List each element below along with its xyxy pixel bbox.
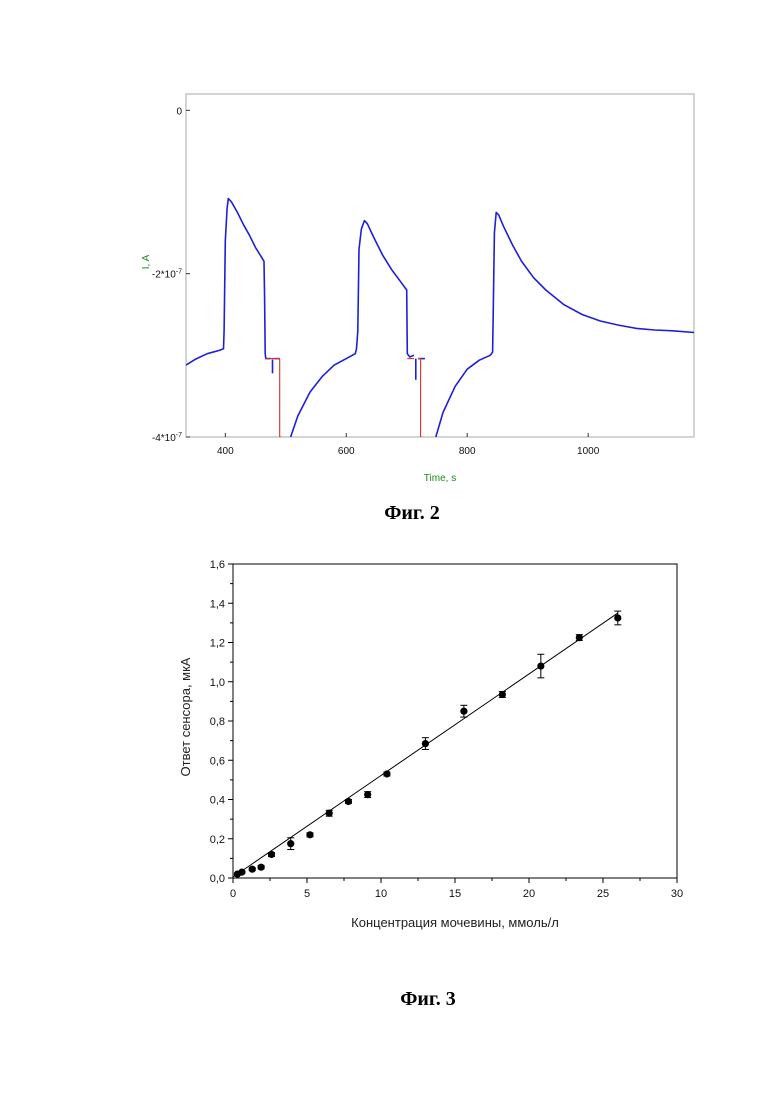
- chart2-x-axis-label: Концентрация мочевины, ммоль/л: [351, 915, 559, 930]
- chart2-y-ticks: 0,0 0,2 0,4 0,6 0,8 1,0 1,2 1,4 1,6: [210, 559, 233, 885]
- chart2-x-tick-label: 30: [671, 888, 683, 900]
- chart2-x-tick-label: 0: [230, 888, 236, 900]
- chart2-x-tick-label: 25: [597, 888, 609, 900]
- chart2-y-tick-label: 0,4: [210, 795, 225, 807]
- chart2-data-point: [364, 791, 371, 798]
- figure-2-caption: Фиг. 2: [384, 502, 440, 524]
- chart2-data-point: [326, 810, 333, 817]
- chart2-points-group: [234, 611, 622, 878]
- chart1-y-tick-label: -4*10-7: [152, 432, 182, 444]
- chart2-y-tick-label: 0,0: [210, 873, 225, 885]
- chart2-data-point: [306, 831, 313, 838]
- chart1-series-1-segment-0: [266, 359, 282, 437]
- chart2-x-tick-label: 20: [523, 888, 535, 900]
- chart2-data-point: [345, 798, 352, 805]
- chart2-data-point: [383, 770, 390, 777]
- chart1-plot-area: [186, 94, 694, 437]
- chart2-y-axis-label: Ответ сенсора, мкА: [178, 657, 193, 776]
- chart1-x-axis-label: Time, s: [424, 473, 456, 484]
- chart2-data-point: [460, 708, 467, 715]
- chart1-series-0-segment-6: [436, 212, 694, 437]
- chart2-data-point: [576, 634, 583, 641]
- chart1-series-1-segment-2: [418, 359, 422, 437]
- chart2-x-tick-label: 5: [304, 888, 310, 900]
- chart1-y-ticks: 0 -2*10-7 -4*10-7: [152, 106, 190, 444]
- chart2-y-tick-label: 0,6: [210, 755, 225, 767]
- chart2-x-ticks: 0 5 10 15 20 25 30: [230, 878, 683, 900]
- chart2-data-point: [249, 866, 256, 873]
- chart1-y-axis-label: I, A: [141, 254, 152, 269]
- figure-3-caption: Фиг. 3: [400, 988, 456, 1010]
- chart2-data-point: [258, 864, 265, 871]
- chart1-x-tick-label: 600: [338, 446, 355, 457]
- figure-3-chart: 0 5 10 15 20 25 30 0,0 0,2 0,4 0,6 0,8 1,0 1,2 1,4 1,6…: [178, 559, 683, 930]
- chart2-y-tick-label: 0,2: [210, 834, 225, 846]
- chart2-x-tick-label: 10: [375, 888, 387, 900]
- chart1-series-group: [186, 199, 694, 438]
- chart2-data-point: [537, 662, 544, 669]
- chart2-data-point: [422, 740, 429, 747]
- chart2-y-tick-label: 0,8: [210, 716, 225, 728]
- chart2-data-point: [268, 851, 275, 858]
- chart2-data-point: [499, 691, 506, 698]
- chart2-x-tick-label: 15: [449, 888, 461, 900]
- chart1-series-0-segment-3: [291, 221, 414, 437]
- chart1-x-tick-label: 800: [459, 446, 476, 457]
- chart2-y-tick-label: 1,4: [210, 598, 225, 610]
- chart2-data-point: [287, 840, 294, 847]
- chart1-y-tick-label: -2*10-7: [152, 269, 182, 281]
- chart1-x-tick-label: 400: [217, 446, 234, 457]
- chart2-data-point: [238, 869, 245, 876]
- chart1-y-tick-label: 0: [176, 106, 182, 117]
- chart2-data-point: [614, 614, 621, 621]
- chart1-x-tick-label: 1000: [577, 446, 600, 457]
- figure-2-chart: 400 600 800 1000 0 -2*10-7 -4*10-7 Time, s I,…: [141, 94, 694, 484]
- chart2-y-tick-label: 1,2: [210, 638, 225, 650]
- chart1-series-0-segment-0: [186, 199, 271, 366]
- chart2-y-tick-label: 1,6: [210, 559, 225, 571]
- chart2-y-tick-label: 1,0: [210, 677, 225, 689]
